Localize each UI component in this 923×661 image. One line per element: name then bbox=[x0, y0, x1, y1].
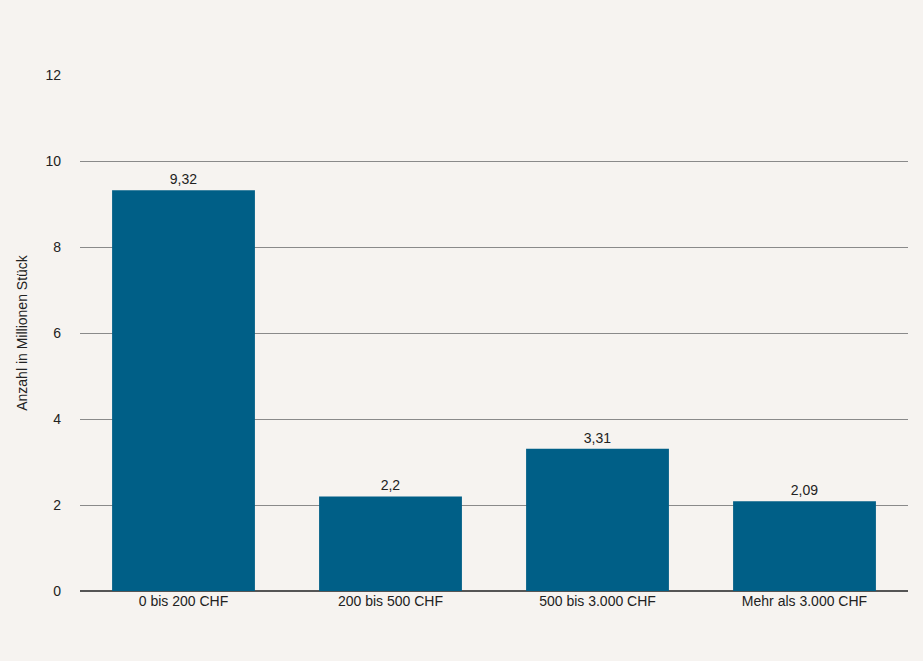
svg-text:8: 8 bbox=[53, 239, 61, 255]
svg-text:3,31: 3,31 bbox=[584, 430, 611, 446]
svg-text:6: 6 bbox=[53, 325, 61, 341]
svg-text:2: 2 bbox=[53, 497, 61, 513]
svg-text:2,09: 2,09 bbox=[791, 482, 818, 498]
svg-text:2,2: 2,2 bbox=[381, 477, 401, 493]
svg-text:Anzahl in Millionen Stück: Anzahl in Millionen Stück bbox=[14, 254, 30, 411]
svg-text:200 bis 500 CHF: 200 bis 500 CHF bbox=[338, 593, 443, 609]
svg-text:0: 0 bbox=[53, 583, 61, 599]
svg-text:12: 12 bbox=[45, 67, 61, 83]
svg-text:9,32: 9,32 bbox=[170, 171, 197, 187]
svg-text:0 bis 200 CHF: 0 bis 200 CHF bbox=[139, 593, 228, 609]
svg-text:Mehr als 3.000 CHF: Mehr als 3.000 CHF bbox=[742, 593, 867, 609]
svg-text:10: 10 bbox=[45, 153, 61, 169]
svg-text:500 bis 3.000 CHF: 500 bis 3.000 CHF bbox=[539, 593, 656, 609]
svg-text:4: 4 bbox=[53, 411, 61, 427]
